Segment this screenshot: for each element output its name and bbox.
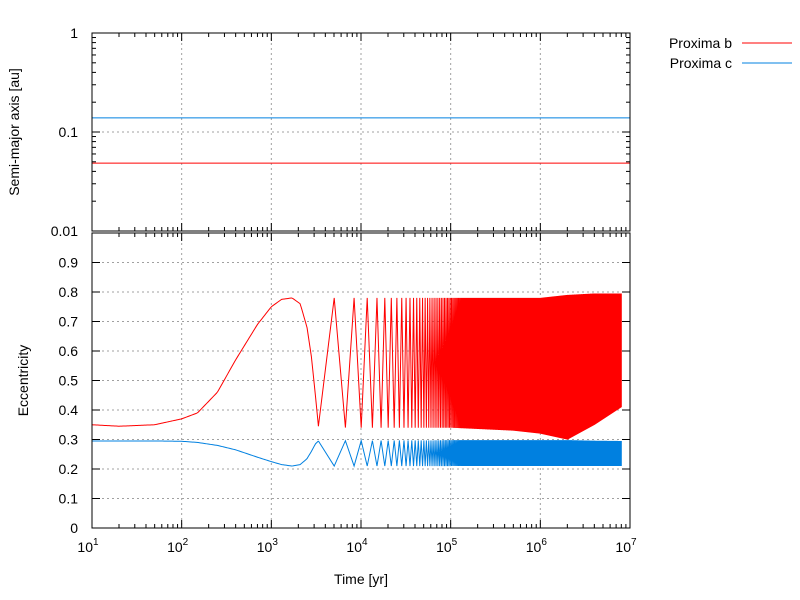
- legend: Proxima b Proxima c: [669, 35, 792, 71]
- y-tick-label: 0.6: [59, 343, 79, 359]
- y-tick-label: 0.01: [51, 223, 78, 239]
- top-panel: 0.01 0.1 1 Semi-major axis [au]: [6, 25, 631, 239]
- y-tick-label: 0: [70, 520, 78, 536]
- y-tick-label: 1: [70, 25, 78, 41]
- top-plot-frame: [91, 32, 631, 232]
- x-tick-label: 102: [167, 537, 189, 555]
- legend-label-proxima-b: Proxima b: [669, 35, 732, 51]
- bottom-plot-frame: [91, 232, 631, 529]
- y-tick-label: 0.8: [59, 284, 79, 300]
- y-tick-label: 0.9: [59, 255, 79, 271]
- y-tick-label: 0.4: [59, 402, 79, 418]
- series-line-proxima-c: [92, 440, 319, 467]
- x-tick-label: 106: [526, 537, 548, 555]
- x-tick-label: 105: [436, 537, 458, 555]
- series-oscillation-proxima-b: [317, 293, 622, 440]
- x-axis-label: Time [yr]: [334, 571, 388, 587]
- series-line-proxima-b: [91, 297, 319, 427]
- bottom-panel: 0 0.1 0.2 0.3 0.4 0.5 0.6 0.7 0.8 0.9 101 102 103 104…: [15, 232, 637, 587]
- x-tick-label: 101: [77, 537, 99, 555]
- y-tick-label: 0.1: [59, 124, 79, 140]
- series-oscillation-proxima-c: [317, 438, 622, 468]
- x-tick-label: 103: [257, 537, 279, 555]
- x-tick-label: 107: [615, 537, 637, 555]
- y-tick-label: 0.1: [59, 491, 79, 507]
- bottom-y-axis-label: Eccentricity: [15, 345, 31, 417]
- y-tick-label: 0.5: [59, 373, 79, 389]
- y-tick-label: 0.3: [59, 432, 79, 448]
- y-tick-label: 0.2: [59, 461, 79, 477]
- x-tick-label: 104: [346, 537, 368, 555]
- top-y-axis-label: Semi-major axis [au]: [6, 68, 22, 196]
- legend-label-proxima-c: Proxima c: [670, 55, 732, 71]
- y-tick-label: 0.7: [59, 314, 79, 330]
